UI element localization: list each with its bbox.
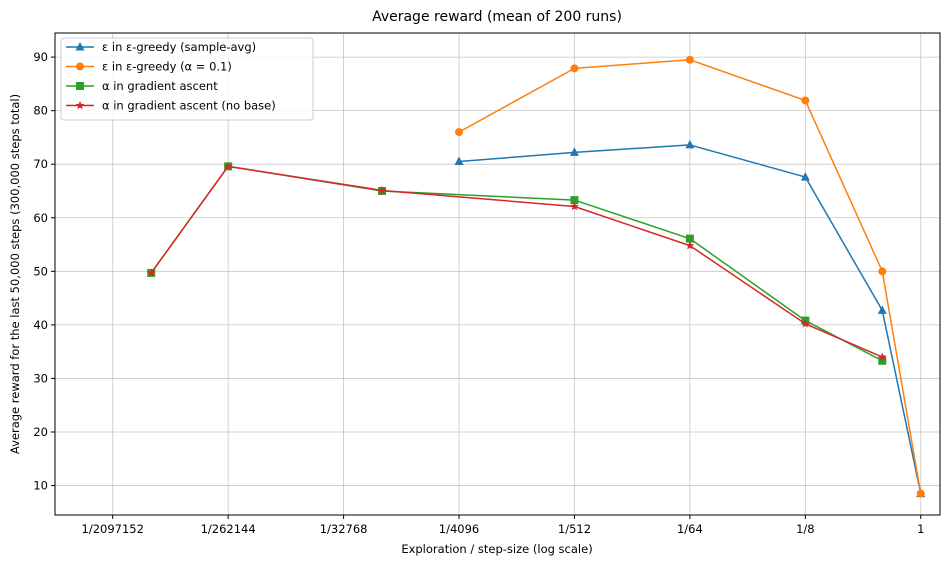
data-point [877,352,887,361]
y-tick-label: 80 [33,104,48,118]
plot-frame [54,32,941,516]
data-point [569,147,579,156]
legend-marker [75,100,85,110]
y-tick-label: 20 [33,425,48,439]
series-line [150,165,883,358]
y-tick-label: 40 [33,318,48,332]
legend-item: α in gradient ascent (no base) [66,99,276,113]
data-point [146,268,156,277]
x-tick-label: 1/32768 [320,522,368,536]
legend-label: α in gradient ascent [102,79,218,93]
series-line [458,59,922,494]
data-point [570,201,579,211]
x-tick-label: 1 [917,522,924,536]
legend-item: α in gradient ascent [66,79,218,93]
data-point [223,161,233,171]
legend-item: ε in ε-greedy (α = 0.1) [66,60,232,74]
y-tick-label: 50 [33,264,48,278]
x-tick-label: 1/512 [558,522,591,536]
legend-marker [76,82,84,90]
legend-label: ε in ε-greedy (α = 0.1) [102,60,232,74]
y-tick-label: 30 [33,371,48,385]
x-tick-label: 1/8 [796,522,815,536]
data-point [800,172,810,181]
data-point [685,241,695,250]
x-tick-label: 1/2097152 [82,522,144,536]
y-tick-label: 60 [33,211,48,225]
series-line [150,165,883,362]
legend-label: α in gradient ascent (no base) [102,99,276,113]
data-point [570,64,579,73]
y-tick-label: 10 [33,479,48,493]
x-axis-label: Exploration / step-size (log scale) [401,542,592,556]
data-point [801,96,810,105]
data-point [800,319,810,328]
legend: ε in ε-greedy (sample-avg) ε in ε-greedy … [60,37,314,121]
x-tick-label: 1/64 [677,522,703,536]
y-axis-ticks: 10 20 30 40 50 60 70 80 90 [33,50,55,493]
data-point [685,55,694,64]
data-point [685,139,695,149]
data-point [377,185,387,195]
legend-marker [76,62,84,71]
series-3 [146,161,887,361]
y-tick-label: 90 [33,50,48,64]
series-2 [147,162,887,365]
legend-item: ε in ε-greedy (sample-avg) [66,40,256,54]
data-point [916,489,925,498]
series-line [458,144,922,494]
grid [55,33,940,515]
data-point [878,356,887,365]
data-point [878,267,887,276]
data-point [455,128,464,137]
x-tick-label: 1/4096 [439,522,479,536]
data-point [685,234,694,243]
series-layer [146,55,926,498]
x-tick-label: 1/262144 [201,522,256,536]
legend-marker [75,42,85,51]
data-point [570,196,579,205]
legend-frame [60,37,314,121]
data-point [454,156,464,166]
x-axis-ticks: 1/2097152 1/262144 1/32768 1/4096 1/512 1/64 1… [82,515,924,536]
y-tick-label: 70 [33,157,48,171]
chart-title: Average reward (mean of 200 runs) [372,9,622,25]
y-axis-label: Average reward for the last 50,000 steps… [8,94,22,454]
legend-label: ε in ε-greedy (sample-avg) [102,40,256,54]
series-1 [455,55,925,498]
data-point [877,305,887,314]
